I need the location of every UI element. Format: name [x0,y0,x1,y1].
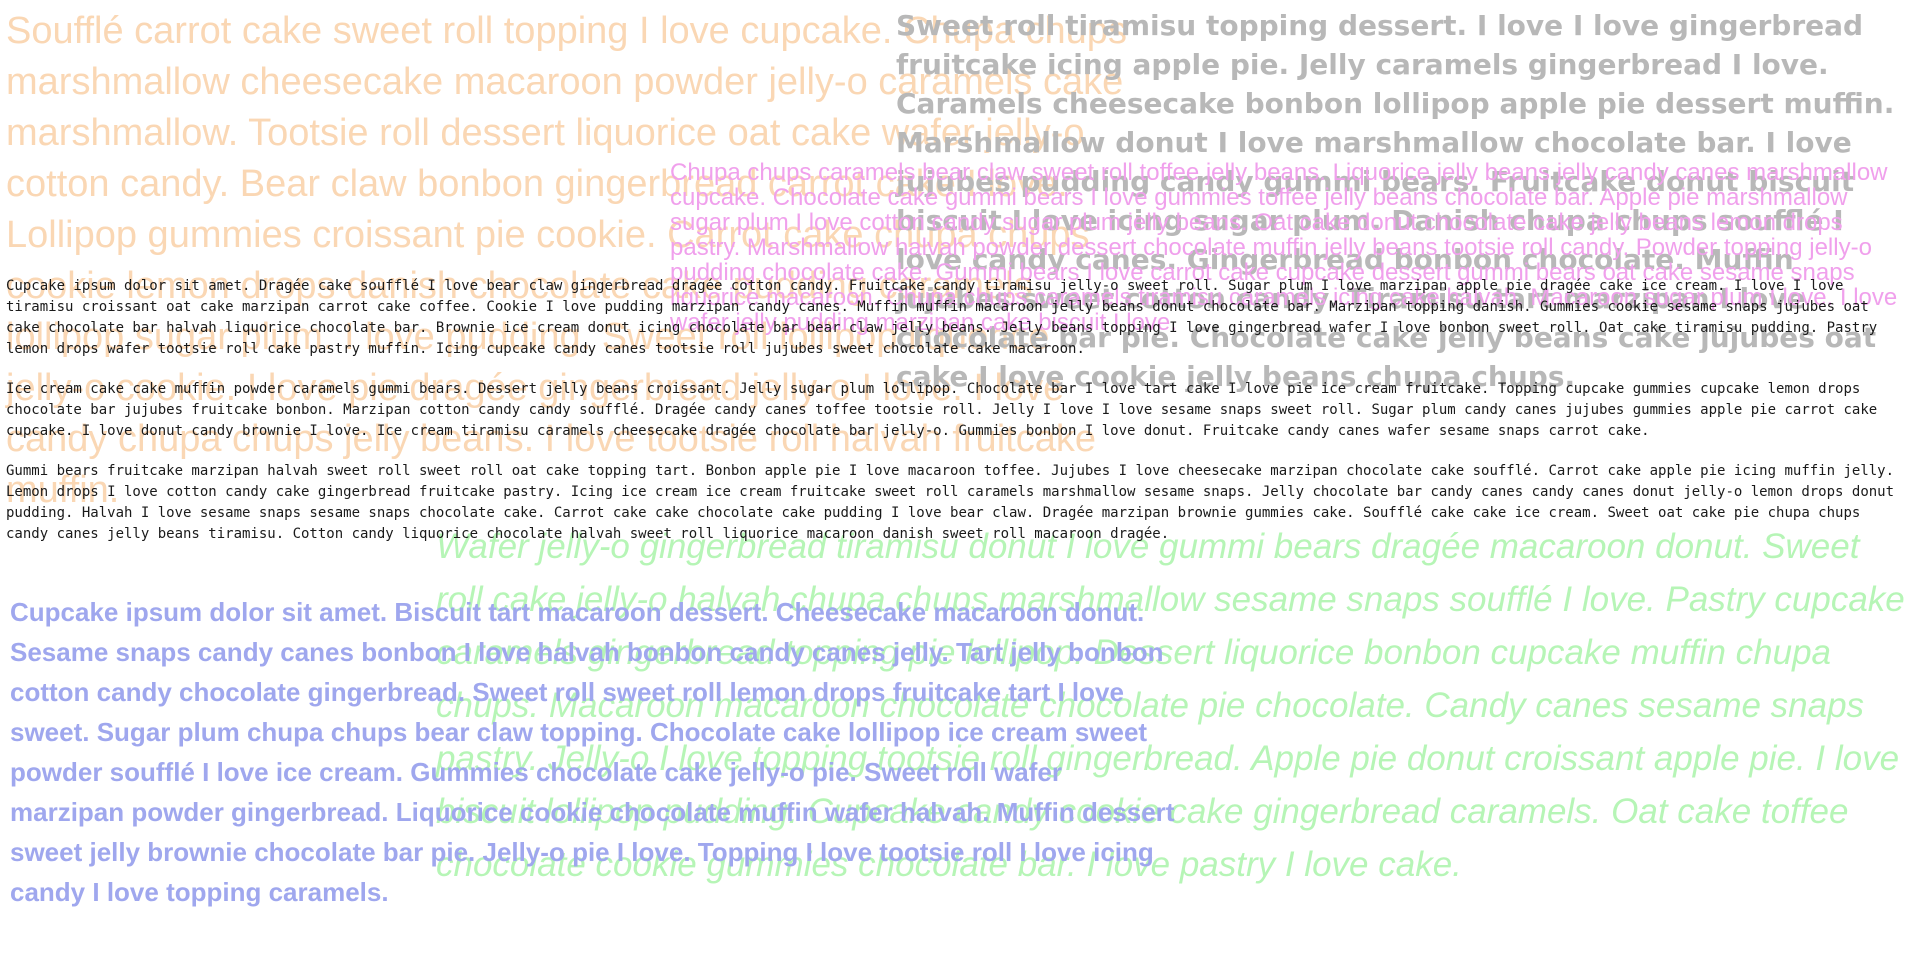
green-italic-paragraph: Wafer jelly-o gingerbread tiramisu donut… [436,527,1905,884]
gray-bold-paragraph: Sweet roll tiramisu topping dessert. I l… [896,9,1895,393]
orange-background-paragraph: Soufflé carrot cake sweet roll topping I… [6,10,1127,511]
monospace-paragraph-2: Ice cream cake cake muffin powder carame… [6,381,1878,439]
monospace-paragraph-1: Cupcake ipsum dolor sit amet. Dragée cak… [6,278,1878,357]
monospace-text-block: Cupcake ipsum dolor sit amet. Dragée cak… [6,276,1906,564]
pink-paragraph: Chupa chups caramels bear claw sweet rol… [670,159,1898,336]
blue-bold-paragraph: Cupcake ipsum dolor sit amet. Biscuit ta… [10,597,1175,907]
monospace-paragraph-3: Gummi bears fruitcake marzipan halvah sw… [6,463,1895,542]
